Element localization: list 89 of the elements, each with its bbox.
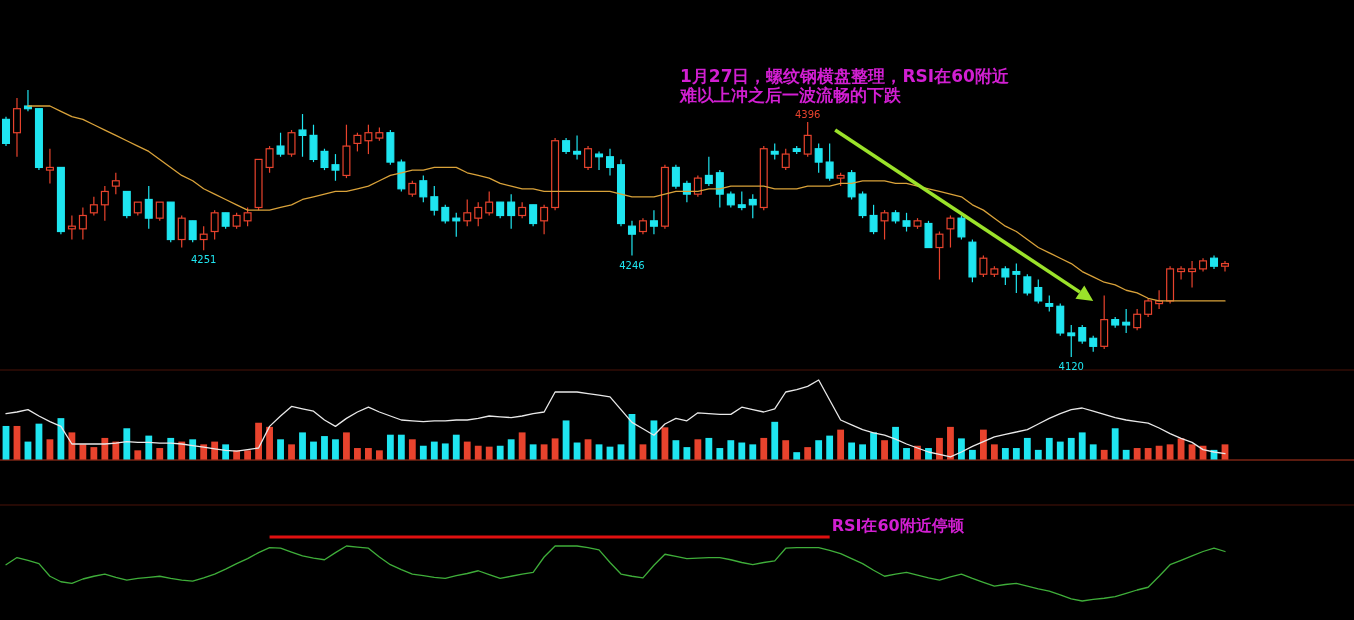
text: RSI在60附近停顿 [831,516,965,535]
bar [947,426,954,460]
bar [1155,445,1163,460]
bar [156,448,164,460]
bar [782,440,790,460]
bar [990,444,998,460]
bar [288,444,295,460]
bar [1023,437,1031,460]
bar [1045,437,1053,460]
bar [749,444,757,460]
bar [705,437,713,460]
bar [859,444,866,460]
bar [419,445,427,460]
annotation: 4246 [619,259,645,271]
bar [881,440,888,460]
bar [1034,449,1042,460]
bar [496,445,504,460]
bar [1001,448,1009,460]
bar [474,445,482,460]
bar [277,439,284,460]
bar [848,442,856,460]
bar [979,429,987,460]
bar [430,441,438,460]
bar [936,437,943,460]
bar [826,435,834,460]
bar [683,447,691,460]
bar [200,444,208,460]
bar [551,438,559,460]
bar [1078,432,1086,460]
bar [408,439,416,460]
bar [397,434,405,460]
bar [738,442,746,460]
annotation: 4396 [794,109,821,121]
bar [134,450,142,460]
bar [969,449,976,460]
bar [441,443,449,460]
bar [1056,441,1064,460]
bar [793,452,801,460]
bar [815,440,823,460]
bar [321,436,328,460]
bar [255,422,262,460]
bar [870,432,877,460]
bar [958,438,965,460]
bar [716,448,724,460]
bar [1144,448,1152,460]
bar [189,439,197,460]
bar [507,439,515,460]
bar [79,444,87,460]
bar [672,440,680,460]
bar [299,432,306,460]
bar [694,439,702,460]
bar [222,444,230,460]
bar [167,437,175,460]
bar [771,421,779,460]
bar [266,426,273,460]
bar [90,447,98,460]
bar [1067,437,1075,460]
bar [365,448,372,460]
bar [145,435,153,460]
bar [518,432,526,460]
bar [529,444,537,460]
bar [386,434,394,460]
bar [903,448,910,460]
bar [1111,428,1119,460]
chart-title: 1月27日，螺纹钢横盘整理，RSI在60附近难以上冲之后一波流畅的下跌 [679,66,1010,105]
bar [727,440,735,460]
bar [68,432,76,460]
bar [837,429,845,460]
bar [244,450,252,460]
bar [1012,448,1020,460]
bar [375,450,383,460]
bar [892,426,899,460]
bar [804,447,812,460]
bar [463,441,471,460]
bar [123,428,131,460]
bar [310,441,317,460]
bar [1122,449,1130,460]
bar [540,444,548,460]
bar [485,446,493,460]
bar [332,439,339,460]
bar [354,448,361,460]
annotation: 4120 [1058,361,1084,372]
annotation: 4251 [190,254,217,266]
bar [1133,448,1141,460]
bar [1100,449,1108,460]
bar [343,432,350,460]
bar [760,437,768,460]
bar [1089,444,1097,460]
bar [452,434,460,460]
